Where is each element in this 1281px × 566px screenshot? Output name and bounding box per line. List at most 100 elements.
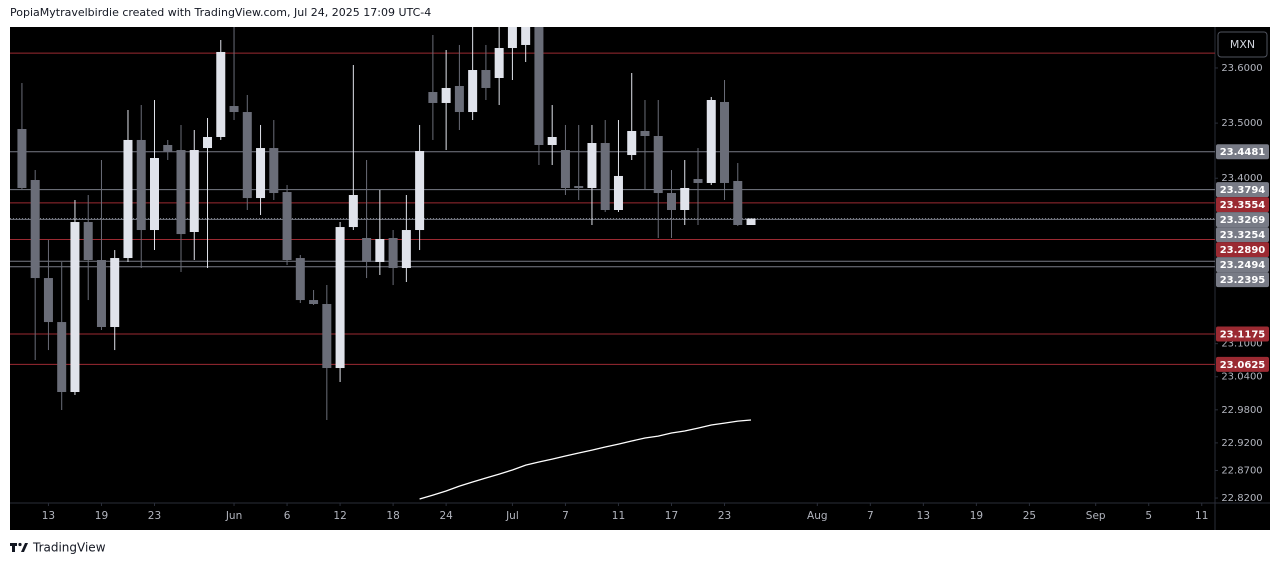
candle-body [494, 48, 504, 79]
candle-body [693, 179, 703, 183]
candle-body [70, 222, 80, 393]
x-tick-label: 7 [867, 510, 874, 522]
moving-average [419, 419, 752, 500]
price-badge [1216, 144, 1269, 160]
x-tick-label: 18 [386, 510, 399, 522]
x-tick-label: 17 [665, 510, 678, 522]
price-badge [1216, 326, 1269, 342]
candle-body [216, 51, 226, 137]
candle-body [375, 239, 385, 262]
candle-body [189, 150, 199, 233]
candle-body [43, 278, 53, 323]
x-tick-label: Jun [225, 510, 242, 522]
candle-body [746, 218, 756, 225]
price-badge-label: 23.3794 [1220, 185, 1266, 196]
candle-body [136, 139, 146, 231]
candle-body [30, 180, 40, 279]
candle-body [123, 139, 133, 259]
candle-body [534, 27, 544, 145]
y-tick-label: 22.8200 [1221, 493, 1262, 504]
x-tick-label: 13 [42, 510, 55, 522]
price-badge-label: 23.4481 [1220, 147, 1266, 158]
x-tick-label: 19 [970, 510, 983, 522]
candle-body [176, 150, 186, 235]
chart-background [10, 27, 1270, 530]
x-tick-label: Jul [505, 510, 519, 522]
x-tick-label: 7 [562, 510, 569, 522]
candle-body [560, 150, 570, 189]
candle-body [229, 106, 239, 113]
candle-body [362, 238, 372, 262]
candle-body [242, 112, 252, 199]
currency-button[interactable] [1217, 31, 1268, 58]
candle-body [149, 158, 159, 231]
x-tick-label: 11 [1195, 510, 1208, 522]
candle-body [468, 70, 478, 113]
candle-body [720, 101, 730, 183]
price-badge [1216, 242, 1269, 258]
y-tick-label: 23.6000 [1221, 63, 1262, 74]
x-tick-label: 23 [148, 510, 161, 522]
candle-body [282, 192, 292, 261]
candle-body [574, 186, 584, 189]
footer-brand: TradingView [32, 541, 106, 555]
candle-body [256, 148, 266, 199]
candle-body [521, 27, 531, 45]
price-badge [1216, 257, 1269, 273]
x-tick-label: 12 [333, 510, 346, 522]
header: PopiaMytravelbirdie created with Trading… [10, 6, 431, 19]
price-badge-label: 23.0625 [1220, 360, 1266, 371]
candle-body [454, 85, 464, 113]
candle-body [269, 148, 279, 194]
y-tick-label: 23.0400 [1221, 372, 1262, 383]
y-tick-label: 23.1000 [1221, 339, 1262, 350]
candle-body [733, 180, 743, 225]
candle-body [547, 136, 557, 145]
candle-body [613, 175, 623, 211]
price-badge [1216, 182, 1269, 198]
candle-body [110, 258, 120, 328]
price-badge-label: 23.3269 [1220, 215, 1266, 226]
candle-body [17, 129, 27, 189]
candle-body [428, 92, 438, 103]
tradingview-logo [10, 542, 28, 552]
price-badge [1216, 272, 1269, 288]
candle-body [507, 27, 517, 49]
price-badge-label: 23.3554 [1220, 200, 1266, 211]
y-tick-label: 22.8700 [1221, 465, 1262, 476]
x-tick-label: 19 [95, 510, 108, 522]
candle-body [666, 193, 676, 211]
price-badge-label: 23.2890 [1220, 245, 1266, 256]
x-tick-label: 25 [1023, 510, 1036, 522]
candle-body [680, 188, 690, 211]
x-tick-label: 11 [612, 510, 625, 522]
candle-body [335, 227, 345, 369]
candle-body [653, 136, 663, 194]
price-badge [1216, 227, 1269, 243]
x-tick-label: 5 [1145, 510, 1152, 522]
candle-body [627, 130, 637, 156]
price-badge-label: 23.2395 [1220, 275, 1266, 286]
price-badge-label: 23.3254 [1220, 230, 1266, 241]
currency-label[interactable]: MXN [1230, 38, 1255, 51]
x-tick-label: 24 [439, 510, 453, 522]
candle-body [587, 143, 597, 189]
axes: 23.6000 23.5000 23.4000 23.1000 23.0400 22.98… [42, 63, 1269, 522]
price-badge [1216, 197, 1269, 213]
candle-body [203, 136, 213, 149]
y-tick-label: 23.5000 [1221, 118, 1262, 129]
x-tick-label: Aug [807, 510, 828, 522]
candle-body [322, 304, 332, 369]
price-badge [1216, 212, 1269, 228]
price-badge-label: 23.2494 [1220, 260, 1266, 271]
candle-body [348, 195, 358, 228]
x-tick-label: Sep [1086, 510, 1106, 522]
candle-body [415, 151, 425, 231]
candle-body [401, 230, 411, 269]
candle-body [96, 260, 106, 328]
candle-body [640, 130, 650, 137]
y-tick-label: 22.9800 [1221, 405, 1262, 416]
candle-body [309, 300, 319, 305]
